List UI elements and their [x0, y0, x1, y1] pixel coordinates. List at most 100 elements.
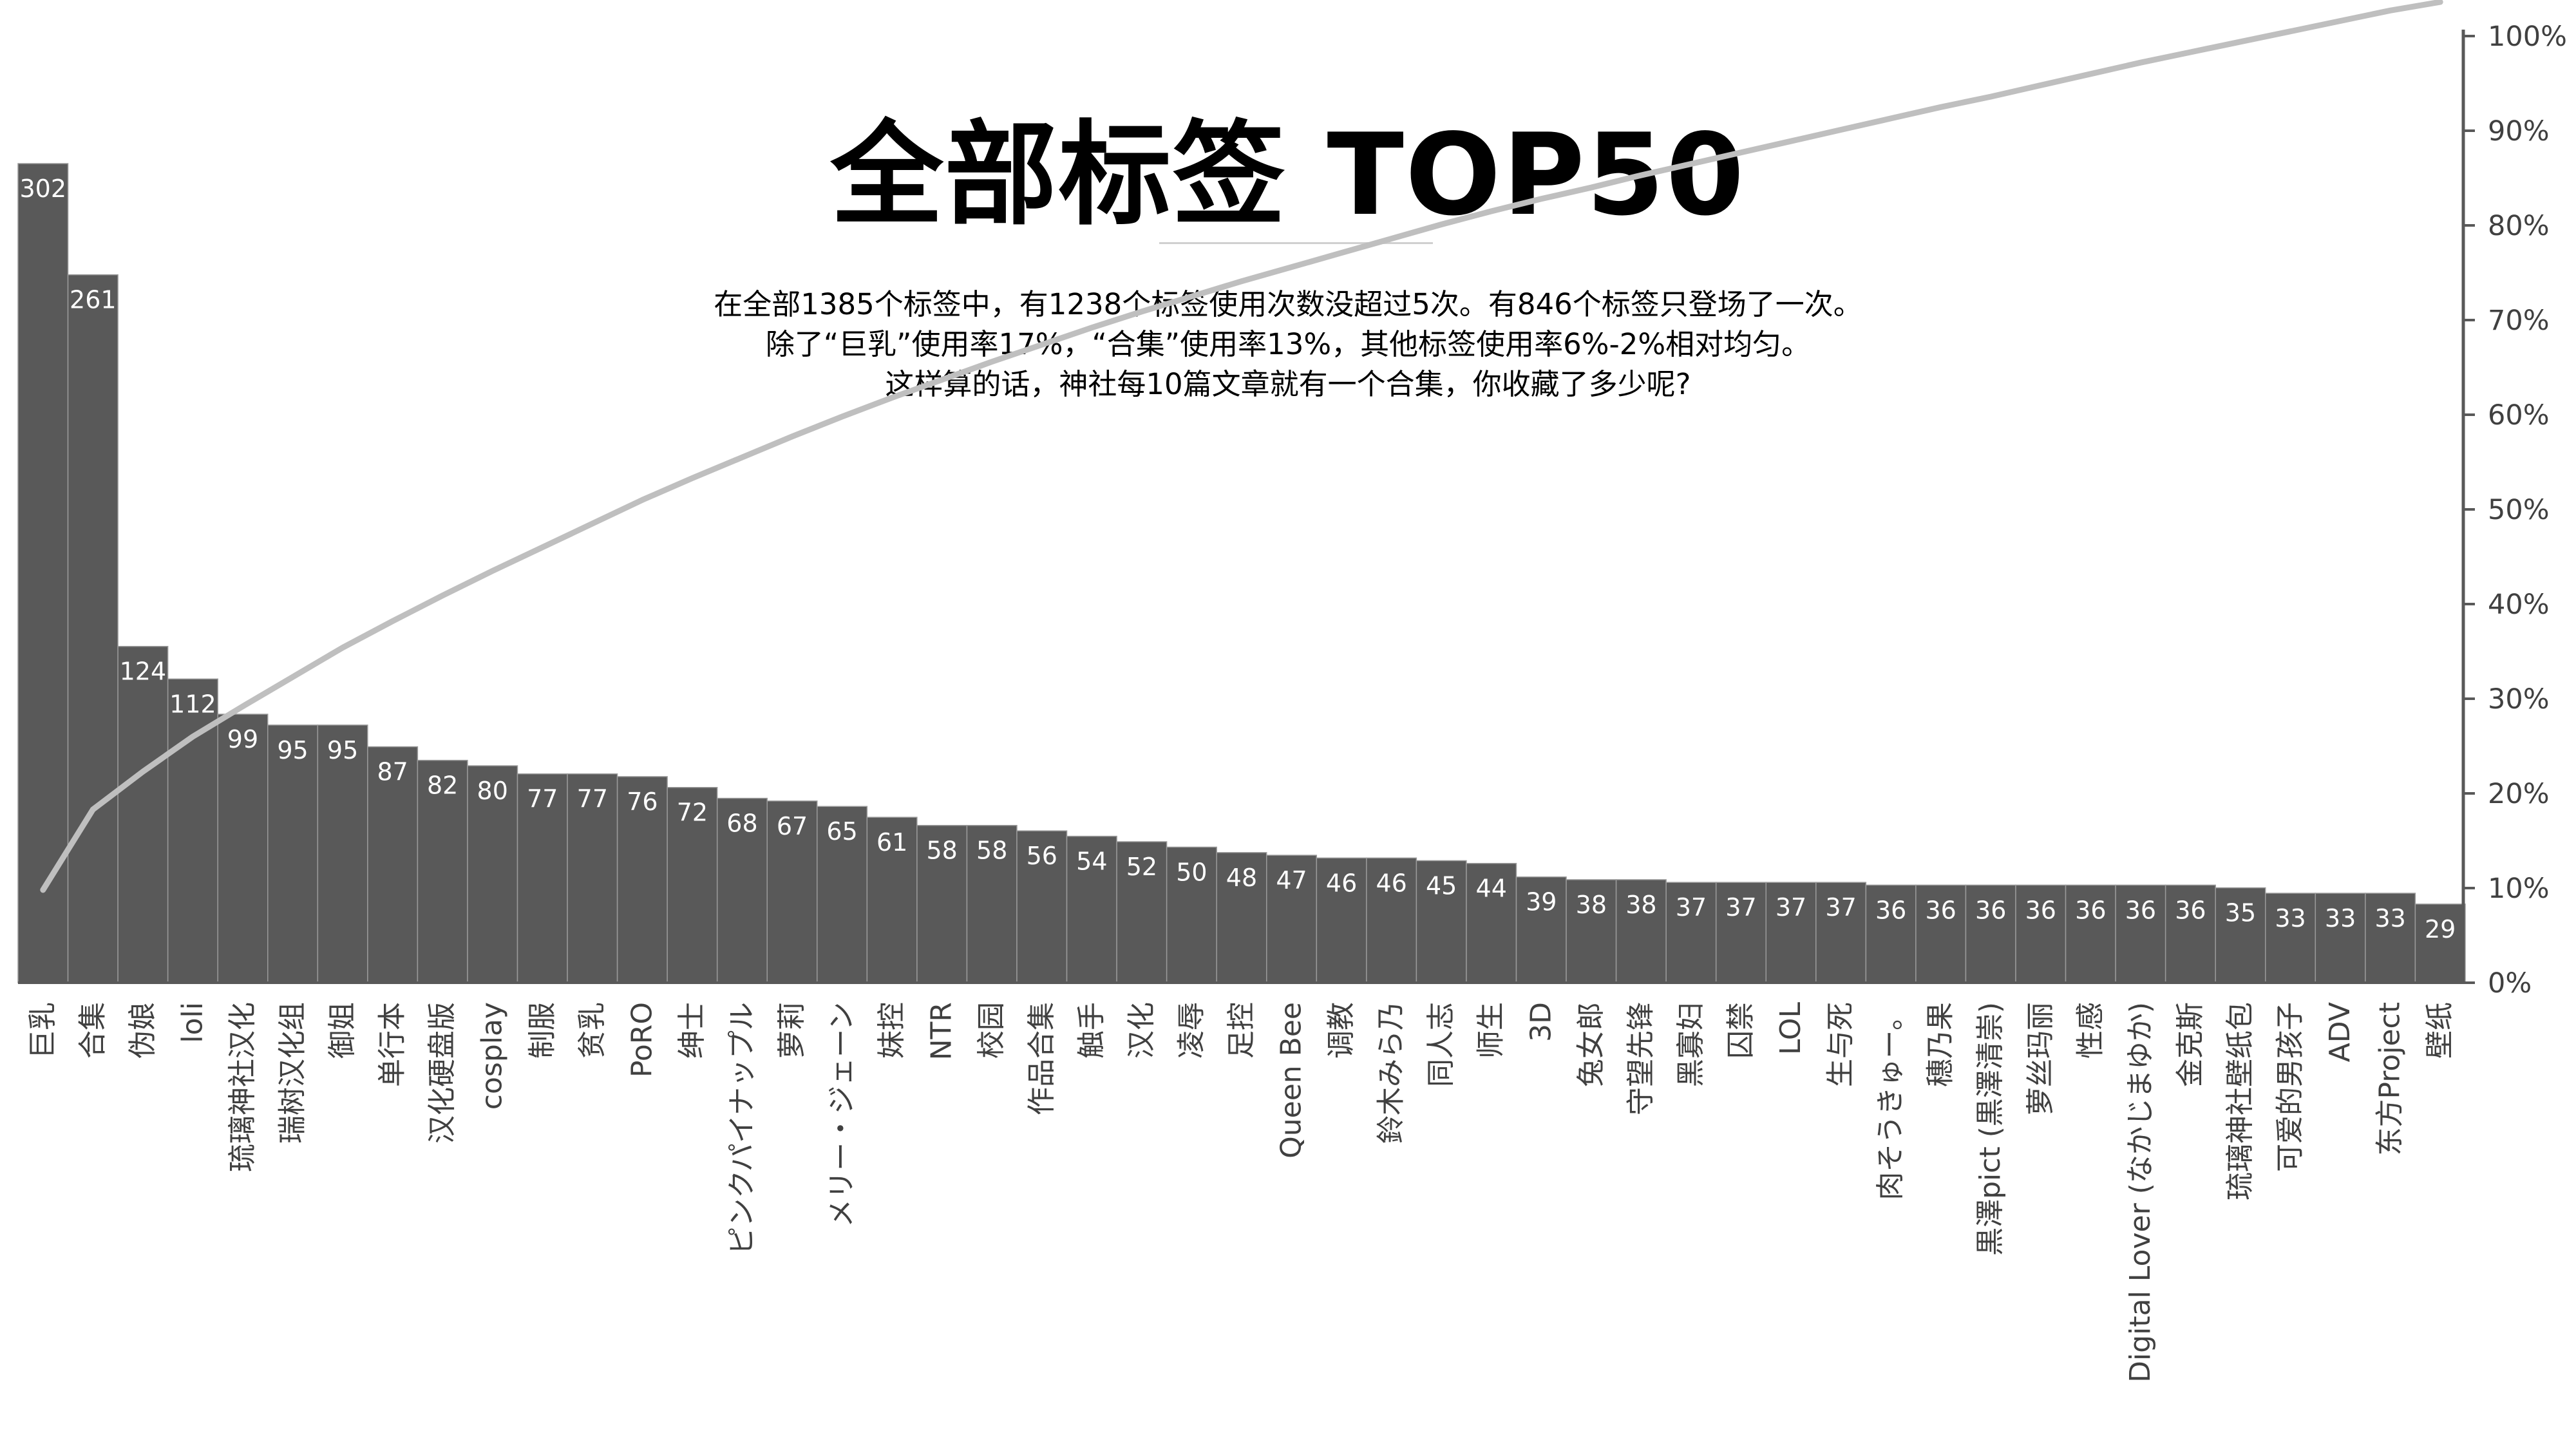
category-label: 生与死 — [1824, 1002, 1857, 1087]
bar-value-label: 261 — [70, 286, 117, 314]
category-label: 琉璃神社汉化 — [226, 1002, 259, 1172]
category-labels-layer: 巨乳 合集 伪娘 loli 琉璃神社汉化 瑞树汉化组 御姐 单行本 汉化硬盘版 cosplay 制服… — [26, 1002, 2456, 1383]
category-label: 穗乃果 — [1924, 1002, 1957, 1087]
bar-value-label: 36 — [2025, 896, 2056, 924]
category-label: 可爱的男孩子 — [2274, 1002, 2307, 1172]
right-axis-tick-label: 20% — [2488, 778, 2550, 810]
bar — [67, 274, 118, 983]
bar-value-label: 52 — [1126, 853, 1157, 881]
bar — [2315, 893, 2366, 983]
category-label: 萝莉 — [775, 1002, 808, 1059]
bar-value-label: 36 — [1875, 896, 1906, 924]
bar — [1066, 835, 1117, 983]
chart-title: 全部标签 TOP50 — [830, 110, 1746, 241]
category-label: 同人志 — [1425, 1002, 1457, 1087]
category-label: 守望先锋 — [1624, 1002, 1657, 1115]
right-axis-tick-label: 70% — [2488, 305, 2550, 337]
bar-value-label: 46 — [1326, 869, 1357, 897]
bar-value-label: 36 — [1925, 896, 1956, 924]
category-label: 合集 — [76, 1002, 109, 1059]
bar — [1765, 882, 1817, 983]
bar-value-label: 47 — [1276, 866, 1307, 895]
category-label: NTR — [925, 1002, 958, 1060]
bar-value-label: 39 — [1526, 888, 1557, 916]
bar-value-label: 50 — [1176, 858, 1207, 886]
bar-value-label: 37 — [1776, 893, 1806, 922]
bar-value-label: 29 — [2425, 915, 2456, 943]
category-label: 肉そうきゅー。 — [1874, 1002, 1907, 1200]
category-label: メリー・ジェーン — [826, 1002, 858, 1227]
bar — [417, 759, 468, 983]
bar-value-label: 35 — [2225, 899, 2256, 927]
bar-value-label: 72 — [677, 799, 708, 827]
category-label: 汉化硬盘版 — [426, 1002, 459, 1144]
bar-value-label: 44 — [1476, 875, 1507, 903]
category-label: 3D — [1524, 1002, 1557, 1042]
category-label: loli — [176, 1002, 209, 1043]
subtitle-line-2: 除了“巨乳”使用率17%，“合集”使用率13%，其他标签使用率6%-2%相对均匀… — [765, 327, 1811, 361]
category-label: 单行本 — [376, 1002, 409, 1087]
category-label: cosplay — [476, 1002, 509, 1110]
bar — [667, 786, 718, 983]
category-label: 御姐 — [326, 1002, 359, 1059]
bars-layer — [17, 163, 2466, 983]
bar — [1416, 860, 1467, 983]
bar-value-label: 124 — [120, 658, 167, 686]
bar — [2414, 904, 2466, 983]
bar — [616, 776, 668, 983]
bar — [2215, 887, 2266, 983]
right-axis-tick-label: 90% — [2488, 115, 2550, 147]
bar-value-label: 56 — [1027, 842, 1057, 870]
category-label: 校园 — [975, 1002, 1008, 1059]
bar-value-label: 302 — [20, 175, 67, 203]
category-label: 性感 — [2074, 1002, 2107, 1059]
bar-value-label: 76 — [627, 788, 658, 816]
bar-value-label: 33 — [2275, 904, 2306, 933]
bar-value-label: 112 — [169, 690, 216, 718]
category-label: 金克斯 — [2174, 1002, 2206, 1087]
bar — [1116, 841, 1168, 983]
bar — [1216, 852, 1267, 983]
right-axis-tick-label: 10% — [2488, 873, 2550, 905]
subtitle-line-3: 这样算的话，神社每10篇文章就有一个合集，你收藏了多少呢? — [885, 367, 1691, 401]
category-label: 制服 — [526, 1002, 558, 1059]
category-label: Digital Lover (なかじまゆか) — [2124, 1002, 2157, 1383]
category-label: 汉化 — [1125, 1002, 1158, 1059]
bar — [966, 824, 1018, 983]
category-label: 作品合集 — [1025, 1002, 1058, 1115]
cumulative-line — [40, 0, 2443, 893]
bar-value-label: 58 — [976, 837, 1007, 865]
bar — [2065, 884, 2116, 983]
bar-value-label: 36 — [2125, 896, 2156, 924]
bar — [217, 714, 269, 983]
chart-subtitle: 在全部1385个标签中，有1238个标签使用次数没超过5次。有846个标签只登场… — [451, 285, 2125, 404]
bar — [1815, 882, 1867, 983]
bar-value-label: 77 — [577, 785, 608, 813]
category-label: 琉璃神社壁纸包 — [2224, 1002, 2257, 1200]
category-label: 瑞树汉化组 — [276, 1002, 309, 1144]
right-axis-tick-label: 50% — [2488, 494, 2550, 526]
bar-value-label: 80 — [477, 777, 508, 805]
bar-value-label: 87 — [377, 758, 408, 786]
bar-value-label: 36 — [2175, 896, 2206, 924]
title-divider — [1159, 242, 1433, 244]
bar-value-label: 58 — [926, 837, 957, 865]
category-label: 伪娘 — [126, 1002, 159, 1059]
bar-value-label: 67 — [777, 812, 808, 840]
bar — [2365, 893, 2416, 983]
bar-value-label: 99 — [227, 725, 258, 753]
bar-value-label: 77 — [527, 785, 558, 813]
bar — [1665, 882, 1717, 983]
subtitle-line-1: 在全部1385个标签中，有1238个标签使用次数没超过5次。有846个标签只登场… — [714, 287, 1862, 321]
bar-value-label: 36 — [1975, 896, 2006, 924]
category-label: 鈴木みら乃 — [1375, 1002, 1408, 1144]
bar — [866, 817, 918, 983]
category-label: 黒澤pict (黒澤清崇) — [1974, 1002, 2007, 1256]
category-label: 贫乳 — [576, 1002, 609, 1059]
bar-value-label: 37 — [1825, 893, 1856, 922]
bar — [117, 645, 169, 983]
right-axis-tick-label: 40% — [2488, 589, 2550, 621]
bar — [817, 806, 868, 983]
